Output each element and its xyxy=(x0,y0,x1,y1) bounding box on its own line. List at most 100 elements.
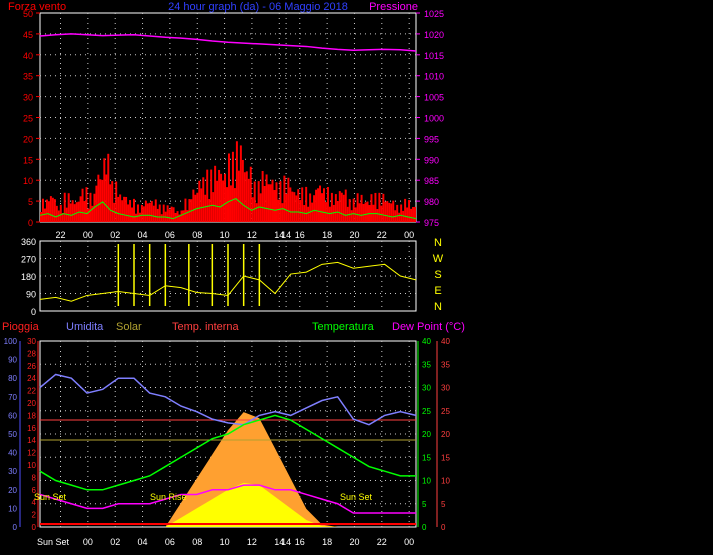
wind-bar xyxy=(299,200,302,222)
wind-bar xyxy=(99,179,102,222)
wind-bar xyxy=(115,181,118,222)
pressure-label: Pressione xyxy=(369,1,418,13)
wind-bar xyxy=(222,180,225,222)
wind-bar xyxy=(279,181,282,222)
wind-bar xyxy=(344,189,347,222)
wind-bar xyxy=(317,188,320,222)
compass-label: N xyxy=(434,301,442,313)
wind-bar xyxy=(188,199,191,222)
wind-bar xyxy=(160,214,163,222)
wind-bar xyxy=(255,203,258,222)
dewpoint-tick-label: 35 xyxy=(441,360,450,369)
humidity-tick-label: 80 xyxy=(8,374,17,383)
wind-bar xyxy=(210,169,213,222)
wind-bar xyxy=(75,202,78,222)
rain-tick-label: 24 xyxy=(27,374,36,383)
wind-tick-label: 45 xyxy=(23,30,33,40)
dewpoint-tick-label: 10 xyxy=(441,477,450,486)
pressure-tick-label: 990 xyxy=(424,155,439,165)
time-tick-label: 00 xyxy=(83,230,93,240)
wind-bar xyxy=(186,210,189,222)
rain-tick-label: 20 xyxy=(27,399,36,408)
wind-bar xyxy=(271,179,274,222)
pressure-tick-label: 985 xyxy=(424,176,439,186)
wind-bar xyxy=(269,184,272,222)
wind-bar xyxy=(83,201,86,222)
wind-bar xyxy=(144,200,147,222)
wind-bar xyxy=(360,194,363,222)
rain-tick-label: 26 xyxy=(27,362,36,371)
wind-bar xyxy=(69,203,72,222)
wind-bar xyxy=(59,204,62,222)
time-tick-label: 20 xyxy=(349,537,359,547)
rain-tick-label: 22 xyxy=(27,387,36,396)
solar-max-area xyxy=(40,412,416,527)
compass-label: S xyxy=(434,269,441,281)
wind-bar xyxy=(142,206,145,222)
wind-bar xyxy=(313,195,316,222)
temperature-tick-label: 5 xyxy=(422,500,427,509)
wind-bar xyxy=(334,194,337,222)
pressure-tick-label: 1005 xyxy=(424,93,444,103)
wind-bar xyxy=(410,208,413,222)
wind-bar xyxy=(51,197,54,222)
wind-bar xyxy=(192,189,195,222)
wind-bar xyxy=(237,170,240,222)
wind-bar xyxy=(111,181,114,222)
direction-tick-label: 90 xyxy=(26,290,36,300)
wind-tick-label: 35 xyxy=(23,72,33,82)
wind-bar xyxy=(103,158,106,222)
rain-tick-label: 4 xyxy=(32,498,37,507)
wind-bar xyxy=(170,206,173,222)
wind-bar xyxy=(146,203,149,222)
wind-bar xyxy=(71,200,74,222)
time-tick-label: 22 xyxy=(377,537,387,547)
wind-bar xyxy=(362,203,365,222)
rain-tick-label: 18 xyxy=(27,411,36,420)
wind-bar xyxy=(287,177,290,222)
rain-tick-label: 16 xyxy=(27,424,36,433)
time-tick-label: 20 xyxy=(349,230,359,240)
humidity-tick-label: 0 xyxy=(13,523,18,532)
wind-bar xyxy=(332,204,335,222)
wind-bar xyxy=(235,141,238,222)
rain-tick-label: 2 xyxy=(32,511,37,520)
wind-bar xyxy=(226,187,228,222)
dewpoint-tick-label: 25 xyxy=(441,407,450,416)
wind-bar xyxy=(231,151,234,222)
humidity-label: Umidita xyxy=(66,321,104,333)
wind-bar xyxy=(87,208,90,222)
wind-bar xyxy=(239,145,242,222)
wind-bar xyxy=(233,188,236,222)
wind-axis-ticks: 0 5 10 15 20 25 30 35 40 45 50 xyxy=(23,9,40,228)
wind-bar xyxy=(140,204,143,222)
time-tick-label: 16 xyxy=(295,537,305,547)
temperature-tick-label: 30 xyxy=(422,384,431,393)
time-tick-label: 12 xyxy=(247,230,257,240)
wind-bar xyxy=(301,187,304,222)
wind-bar xyxy=(265,174,268,222)
direction-grid xyxy=(40,241,416,311)
pressure-tick-label: 980 xyxy=(424,197,439,207)
wind-bar xyxy=(291,191,294,222)
wind-bar xyxy=(178,214,181,222)
direction-series xyxy=(39,244,417,306)
wind-bar xyxy=(396,204,399,222)
compass-label: E xyxy=(434,285,441,297)
time-tick-label: 14 xyxy=(281,230,291,240)
solar-label: Solar xyxy=(116,321,142,333)
time-tick-label: 04 xyxy=(138,230,148,240)
wind-bar xyxy=(206,169,209,222)
dewpoint-tick-label: 30 xyxy=(441,384,450,393)
temperature-line xyxy=(39,414,416,491)
time-tick-label: 22 xyxy=(377,230,387,240)
wind-bar xyxy=(107,153,110,222)
temperature-tick-label: 35 xyxy=(422,360,431,369)
wind-bar xyxy=(309,193,312,222)
wind-bar xyxy=(47,201,50,222)
time-tick-label: 14 xyxy=(274,537,284,547)
wind-bar xyxy=(194,194,197,222)
wind-bar xyxy=(297,189,300,222)
wind-bar xyxy=(380,205,383,222)
